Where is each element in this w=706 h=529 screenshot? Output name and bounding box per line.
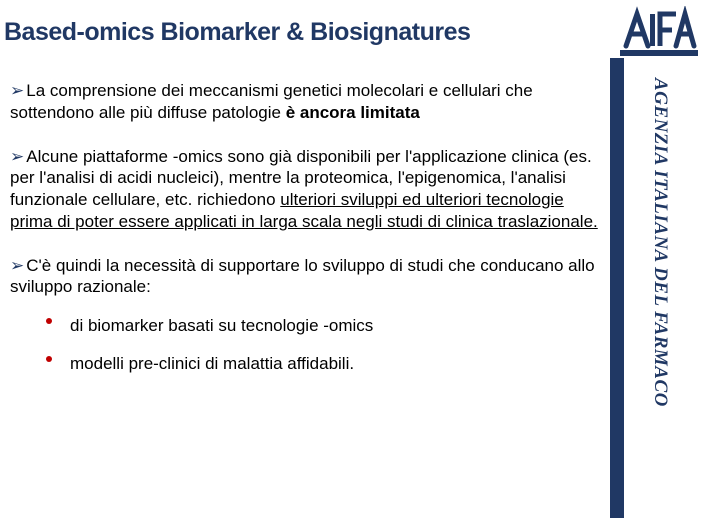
agency-label-vertical: AGENZIA ITALIANA DEL FARMACO [649,78,671,407]
sub-item-text: modelli pre-clinici di malattia affidabi… [70,354,354,373]
paragraph-3: ➢C'è quindi la necessità di supportare l… [10,255,600,299]
aifa-logo [620,6,698,58]
bullet-arrow-icon: ➢ [10,256,24,275]
paragraph-2: ➢Alcune piattaforme -omics sono già disp… [10,146,600,233]
slide-title: Based-omics Biomarker & Biosignatures [0,0,706,47]
slide: Based-omics Biomarker & Biosignatures AG… [0,0,706,529]
para1-bold: è ancora limitata [286,103,420,122]
sub-item: di biomarker basati su tecnologie -omics [46,316,600,336]
sub-list: di biomarker basati su tecnologie -omics… [46,316,600,374]
sub-item: modelli pre-clinici di malattia affidabi… [46,354,600,374]
para3-pre: C'è quindi la necessità di supportare lo… [10,256,595,297]
dot-icon [46,356,52,362]
dot-icon [46,318,52,324]
bullet-arrow-icon: ➢ [10,81,24,100]
content-area: ➢La comprensione dei meccanismi genetici… [10,80,600,392]
right-vertical-bar [610,58,624,518]
para1-pre: La comprensione dei meccanismi genetici … [10,81,533,122]
paragraph-1: ➢La comprensione dei meccanismi genetici… [10,80,600,124]
sub-item-text: di biomarker basati su tecnologie -omics [70,316,373,335]
bullet-arrow-icon: ➢ [10,147,24,166]
